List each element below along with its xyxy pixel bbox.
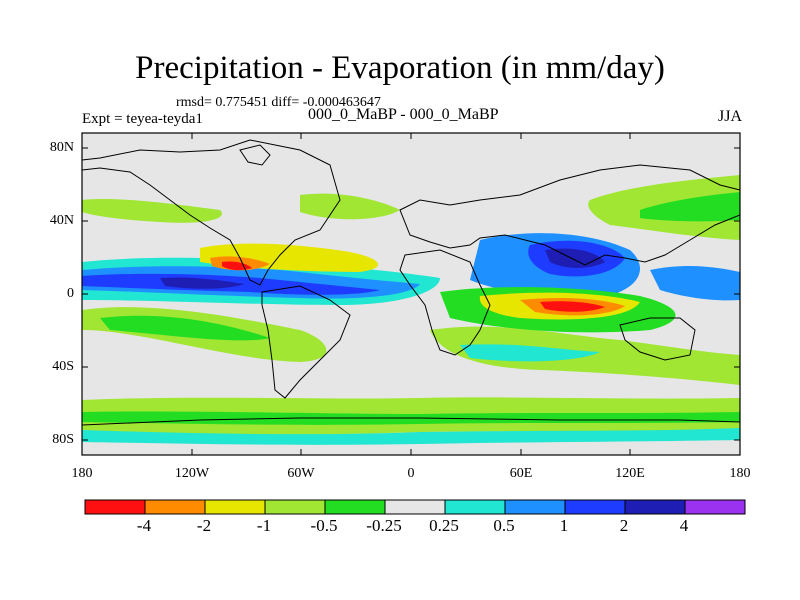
- lat-label-40s: 40S: [52, 359, 74, 374]
- lon-label-60e: 60E: [509, 466, 533, 481]
- colorbar-swatch: [504, 499, 566, 515]
- colorbar-label: -1: [256, 516, 272, 535]
- africa-outline: [399, 249, 491, 356]
- antarctica-outline: [82, 417, 740, 426]
- lon-label-180e: 180: [729, 466, 751, 481]
- contour-sh-indian-cyan: [460, 344, 600, 362]
- colorbar-label: 1: [559, 516, 569, 535]
- lat-label-40n: 40N: [49, 213, 74, 228]
- colorbar: [84, 499, 746, 515]
- colorbar-label: -2: [196, 516, 212, 535]
- colorbar-swatch: [624, 499, 686, 515]
- coastlines: [82, 139, 740, 426]
- colorbar-label: -0.5: [310, 516, 338, 535]
- contour-nh-west-pacific-inner: [640, 192, 740, 222]
- experiment-label: Expt = teyea-teyda1: [82, 111, 203, 127]
- contour-indian-red: [540, 301, 605, 312]
- colorbar-swatch: [204, 499, 266, 515]
- lon-label-180w: 180: [71, 466, 93, 481]
- contour-southern-ocean-cyan: [82, 428, 740, 445]
- season-label: JJA: [717, 108, 742, 125]
- colorbar-swatch: [564, 499, 626, 515]
- period-label: 000_0_MaBP - 000_0_MaBP: [308, 106, 499, 123]
- figure-title: Precipitation - Evaporation (in mm/day): [135, 50, 665, 86]
- colorbar-label: 0.25: [429, 516, 459, 535]
- contour-nh-pacific: [82, 199, 222, 223]
- colorbar-swatch: [324, 499, 386, 515]
- australia-outline: [619, 317, 696, 361]
- colorbar-swatch: [144, 499, 206, 515]
- contour-west-pacific-blue: [650, 266, 740, 301]
- stats-text: rmsd= 0.775451 diff= -0.000463647: [176, 95, 381, 110]
- lat-label-80n: 80N: [49, 140, 74, 155]
- contour-nh-atlantic: [300, 193, 400, 220]
- lon-label-60w: 60W: [287, 466, 315, 481]
- lat-label-0: 0: [67, 286, 74, 301]
- colorbar-swatch: [384, 499, 446, 515]
- colorbar-swatch: [264, 499, 326, 515]
- contour-itcz-dark-blue: [160, 277, 245, 289]
- colorbar-swatch: [444, 499, 506, 515]
- greenland-outline: [239, 144, 271, 166]
- contour-monsoon-dark-blue: [545, 248, 605, 268]
- north-america-outline: [82, 139, 341, 286]
- axis-ticks: [81, 133, 741, 455]
- contour-sh-pacific-inner: [100, 315, 270, 341]
- colorbar-label: 0.5: [493, 516, 515, 535]
- colorbar-label: -4: [136, 516, 152, 535]
- eurasia-outline: [399, 164, 740, 266]
- colorbar-label: 4: [679, 516, 689, 535]
- lon-label-120w: 120W: [174, 466, 210, 481]
- lat-label-80s: 80S: [52, 432, 74, 447]
- colorbar-swatch: [684, 499, 746, 515]
- colorbar-swatch: [84, 499, 146, 515]
- lon-label-120e: 120E: [615, 466, 645, 481]
- precip-contours: [82, 175, 740, 445]
- colorbar-label: 2: [619, 516, 629, 535]
- south-america-outline: [261, 285, 351, 399]
- colorbar-label: -0.25: [366, 516, 402, 535]
- lon-label-0: 0: [407, 466, 415, 481]
